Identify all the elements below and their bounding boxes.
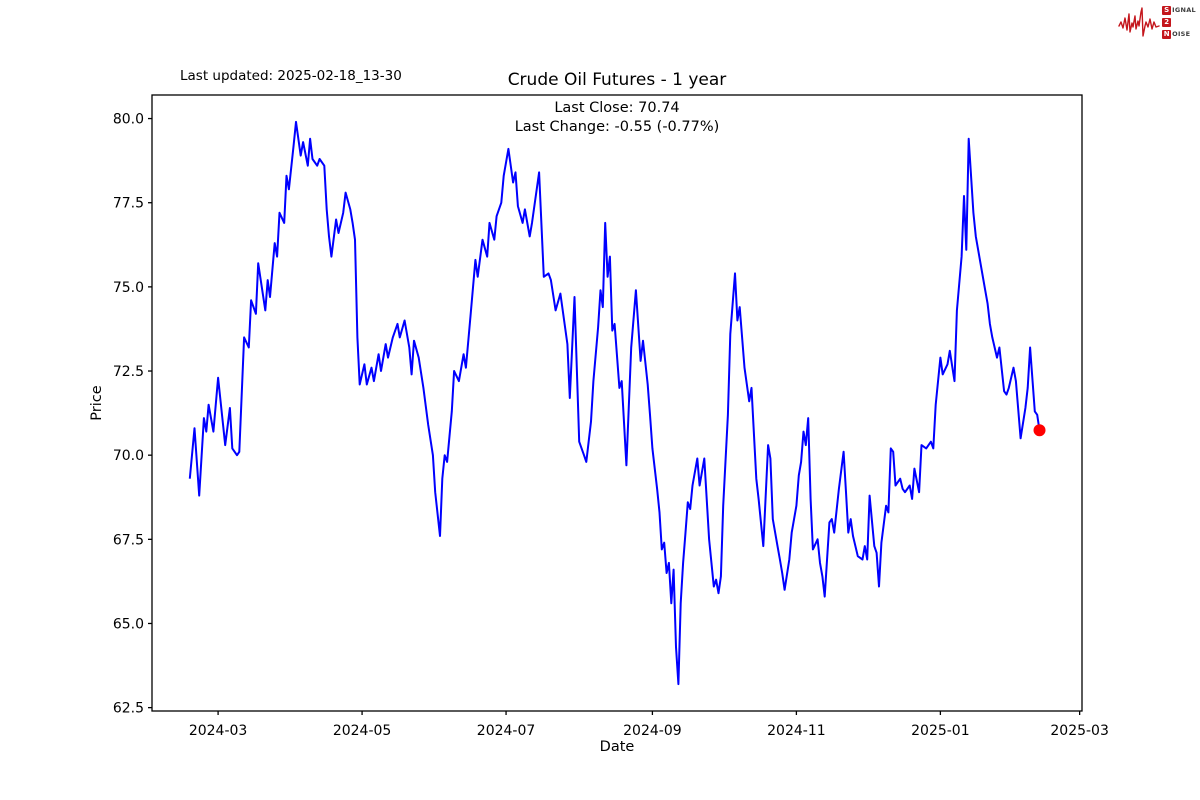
y-tick-label: 65.0: [113, 616, 144, 632]
logo-row-signal: S IGNAL: [1162, 5, 1196, 15]
y-tick-label: 75.0: [113, 280, 144, 296]
last-close-annotation: Last Close: 70.74 Last Change: -0.55 (-0…: [152, 99, 1082, 137]
x-tick-label: 2025-01: [911, 723, 970, 739]
x-tick-label: 2024-07: [477, 723, 536, 739]
logo-letter-s: S: [1162, 5, 1172, 15]
last-change-text: Last Change: -0.55 (-0.77%): [514, 119, 720, 135]
x-tick-label: 2024-11: [767, 723, 826, 739]
y-tick-label: 80.0: [113, 112, 144, 128]
chart-title: Crude Oil Futures - 1 year: [507, 70, 727, 90]
last-updated-text: Last updated: 2025-02-18_13-30: [180, 68, 402, 84]
plot-spines: [151, 94, 1083, 712]
y-tick-label: 62.5: [113, 701, 144, 717]
logo-digit-2: 2: [1162, 17, 1172, 27]
x-tick-label: 2024-09: [623, 723, 682, 739]
x-axis-label: Date: [599, 739, 635, 755]
y-axis-label: Price: [89, 385, 105, 421]
logo-row-noise: N OISE: [1162, 29, 1196, 39]
x-tick-label: 2024-03: [189, 723, 248, 739]
y-tick-label: 72.5: [113, 364, 144, 380]
x-tick-label: 2024-05: [333, 723, 392, 739]
brand-logo: S IGNAL 2 N OISE: [1118, 5, 1196, 39]
last-close-text: Last Close: 70.74: [554, 100, 680, 116]
price-line: [188, 120, 1041, 686]
logo-letter-n: N: [1162, 29, 1172, 39]
y-tick-label: 67.5: [113, 532, 144, 548]
logo-rest-oise: OISE: [1172, 30, 1191, 38]
logo-row-two: 2: [1162, 17, 1196, 27]
y-tick-label: 77.5: [113, 196, 144, 212]
logo-rest-ignal: IGNAL: [1172, 6, 1196, 14]
heartbeat-waveform-icon: [1118, 7, 1160, 37]
logo-text: S IGNAL 2 N OISE: [1162, 5, 1196, 39]
last-close-marker: [1033, 424, 1046, 437]
y-tick-label: 70.0: [113, 448, 144, 464]
x-tick-label: 2025-03: [1050, 723, 1109, 739]
